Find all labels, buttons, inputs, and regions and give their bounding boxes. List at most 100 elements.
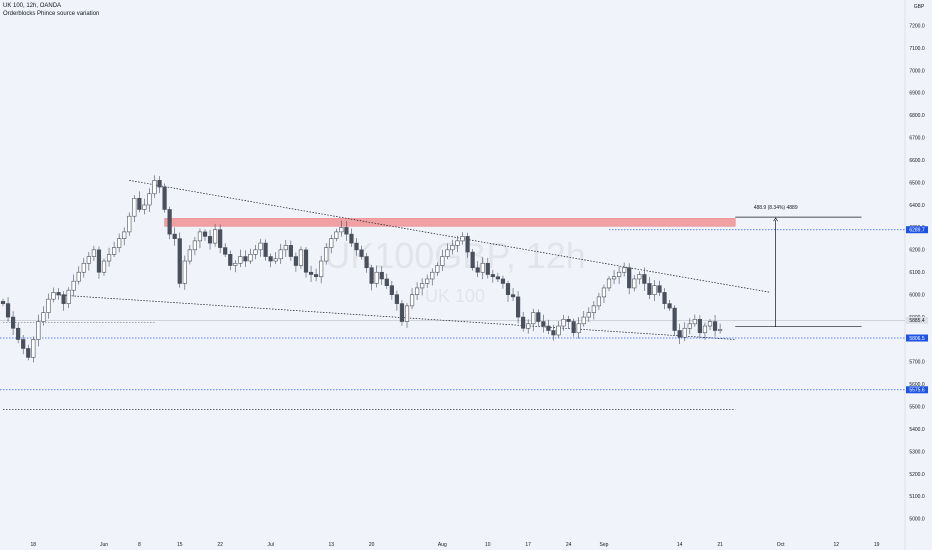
watermark-symbol: UK100GBP, 12h	[324, 235, 586, 276]
candle-body	[263, 242, 268, 257]
candle-body	[495, 276, 501, 280]
candle-body	[313, 274, 319, 278]
candle-body	[581, 316, 586, 325]
candle-body	[505, 283, 511, 295]
candle-body	[243, 256, 248, 262]
x-tick-label: Jul	[267, 542, 273, 548]
candle-body	[591, 305, 596, 313]
candle-body	[238, 256, 243, 264]
x-tick-label: 14	[677, 542, 683, 548]
candle-body	[157, 180, 162, 188]
upper-trendline	[129, 180, 771, 293]
y-tick-label: 6600.0	[909, 158, 925, 164]
candle-body	[515, 296, 521, 318]
candle-body	[359, 249, 364, 257]
candle-body	[192, 240, 198, 251]
candle-body	[268, 256, 273, 262]
candle-body	[672, 307, 677, 331]
x-tick-label: 12	[833, 542, 839, 548]
x-tick-label: 10	[485, 542, 491, 548]
price-label-5575.6: 5575.6	[909, 388, 925, 394]
candle-body	[71, 280, 76, 291]
candle-body	[308, 271, 314, 275]
y-tick-label: 5600.0	[909, 382, 925, 388]
x-tick-label: Aug	[438, 542, 447, 548]
candle-body	[531, 312, 536, 325]
candle-body	[101, 260, 107, 273]
x-tick-label: 15	[177, 542, 183, 548]
candle-body	[561, 319, 566, 327]
x-tick-label: Oct	[777, 542, 785, 548]
candle-body	[374, 271, 379, 284]
candle-body	[248, 254, 253, 262]
x-tick-label: 18	[31, 542, 37, 548]
candle-body	[223, 247, 228, 255]
candle-body	[127, 215, 132, 233]
candle-body	[642, 274, 647, 284]
orderblock-zone	[164, 218, 736, 227]
y-tick-label: 6400.0	[909, 203, 925, 209]
price-label-6289.7: 6289.7	[909, 228, 925, 234]
candle-body	[707, 321, 713, 327]
candle-body	[303, 249, 309, 273]
candle-body	[480, 262, 485, 273]
candle-body	[677, 330, 682, 338]
measure-label: 488.9 (8.34%) 4889	[754, 205, 798, 211]
measure-arrow-head	[773, 217, 778, 222]
candle-body	[627, 267, 632, 289]
candle-body	[106, 254, 112, 262]
candle-body	[66, 289, 71, 304]
candle-body	[162, 186, 167, 210]
candle-body	[404, 305, 410, 322]
candle-body	[319, 260, 324, 278]
x-tick-label: 8	[138, 542, 141, 548]
candle-body	[11, 316, 16, 329]
candle-body	[571, 321, 576, 334]
y-tick-label: 6900.0	[909, 91, 925, 97]
candle-body	[288, 245, 293, 257]
candle-body	[445, 249, 450, 257]
lower-trendline	[53, 294, 736, 340]
candle-body	[435, 265, 440, 273]
candle-body	[425, 278, 430, 284]
candle-body	[485, 262, 490, 275]
indicator-title: Orderblocks Phince source variation	[3, 11, 100, 17]
candle-body	[369, 267, 374, 284]
candle-body	[455, 240, 460, 246]
candle-body	[566, 319, 571, 322]
price-label-5806.5: 5806.5	[909, 336, 925, 342]
candle-body	[81, 262, 86, 273]
candle-body	[26, 348, 31, 358]
price-label-box	[906, 226, 928, 234]
candle-body	[177, 238, 182, 284]
candle-body	[91, 249, 96, 257]
candle-body	[207, 236, 213, 244]
candle-body	[137, 197, 142, 210]
candle-body	[399, 303, 405, 322]
candle-body	[384, 278, 389, 286]
candle-body	[465, 236, 470, 253]
candle-body	[414, 287, 420, 295]
candle-body	[601, 287, 607, 298]
candle-body	[364, 256, 369, 269]
candle-body	[218, 229, 223, 248]
candle-body	[475, 267, 480, 273]
y-tick-label: 5200.0	[909, 472, 925, 478]
candle-body	[5, 303, 11, 318]
x-tick-label: Jun	[100, 542, 108, 548]
candle-body	[96, 249, 102, 273]
x-tick-label: 19	[874, 542, 880, 548]
candle-body	[298, 249, 304, 266]
candle-body	[521, 316, 526, 329]
candle-body	[167, 209, 172, 235]
candle-body	[56, 292, 61, 295]
candle-body	[596, 296, 601, 307]
candle-body	[31, 339, 36, 358]
candle-body	[657, 285, 662, 293]
y-tick-label: 5100.0	[909, 494, 925, 500]
candle-body	[526, 323, 531, 329]
candle-body	[142, 204, 147, 210]
candle-body	[112, 247, 117, 255]
